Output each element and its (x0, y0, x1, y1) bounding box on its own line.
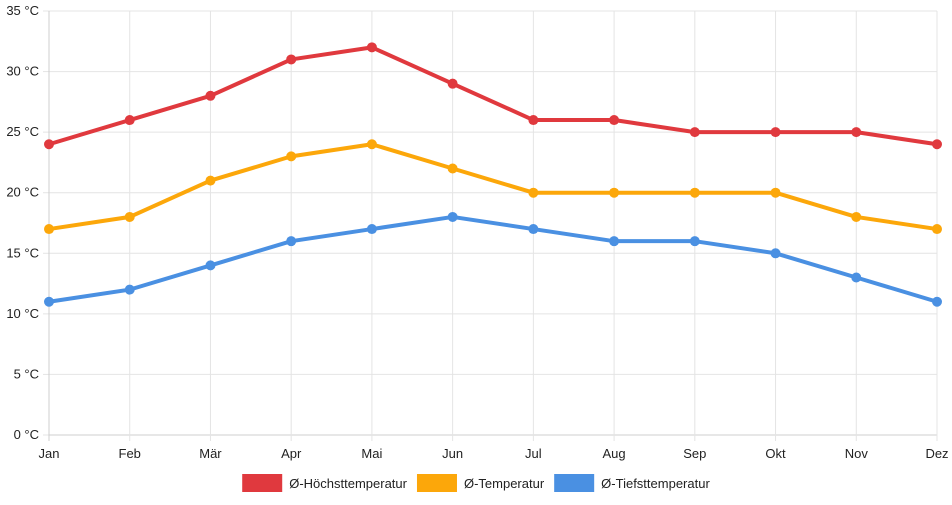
data-point[interactable] (44, 139, 54, 150)
data-point[interactable] (124, 211, 135, 222)
x-axis-tick-labels: Jan Feb Mär Apr Mai Jun Jul Aug Sep Okt Nov Dez (39, 446, 949, 461)
data-point[interactable] (528, 187, 539, 198)
y-tick-label: 30 °C (6, 64, 39, 79)
series-line (47, 45, 939, 147)
series-line (47, 142, 939, 232)
x-tick-label: Apr (281, 446, 302, 461)
x-tick-label: Mai (361, 446, 382, 461)
legend-label: Ø-Höchsttemperatur (289, 476, 407, 491)
y-tick-label: 15 °C (6, 245, 39, 260)
x-tick-label: Nov (845, 446, 869, 461)
data-point[interactable] (205, 175, 216, 186)
x-tick-label: Feb (119, 446, 141, 461)
legend-swatch (416, 474, 457, 492)
x-tick-label: Mär (199, 446, 222, 461)
data-point[interactable] (124, 284, 135, 295)
x-tick-label: Jan (39, 446, 60, 461)
x-tick-label: Dez (925, 446, 948, 461)
data-point[interactable] (205, 260, 216, 271)
y-tick-label: 10 °C (6, 306, 39, 321)
legend: Ø-Höchsttemperatur Ø-Temperatur Ø-Tiefstte… (242, 474, 710, 492)
series-line (47, 214, 939, 304)
legend-label: Ø-Temperatur (464, 476, 545, 491)
grid (43, 10, 938, 441)
data-point[interactable] (770, 127, 781, 138)
data-point[interactable] (851, 211, 862, 222)
series-1 (44, 42, 942, 150)
legend-swatch (242, 474, 283, 492)
data-point[interactable] (851, 272, 862, 283)
data-point[interactable] (44, 224, 54, 235)
data-point[interactable] (689, 187, 700, 198)
y-tick-label: 25 °C (6, 124, 39, 139)
x-tick-label: Sep (683, 446, 706, 461)
data-point[interactable] (447, 211, 458, 222)
y-tick-label: 35 °C (6, 3, 39, 18)
y-tick-label: 0 °C (14, 427, 39, 442)
data-point[interactable] (770, 248, 781, 259)
data-point[interactable] (366, 139, 377, 150)
data-point[interactable] (528, 115, 539, 126)
data-point[interactable] (609, 236, 620, 247)
data-point[interactable] (286, 236, 297, 247)
series-2 (44, 139, 942, 235)
y-tick-label: 20 °C (6, 185, 39, 200)
data-point[interactable] (932, 139, 942, 150)
x-tick-label: Okt (765, 446, 786, 461)
legend-item[interactable]: Ø-Temperatur (416, 474, 545, 492)
data-point[interactable] (689, 236, 700, 247)
legend-label: Ø-Tiefsttemperatur (601, 476, 710, 491)
data-point[interactable] (366, 224, 377, 235)
x-tick-label: Aug (603, 446, 626, 461)
data-point[interactable] (851, 127, 862, 138)
data-point[interactable] (932, 224, 942, 235)
data-point[interactable] (609, 115, 620, 126)
x-tick-label: Jun (442, 446, 463, 461)
y-axis-tick-labels: 0 °C 5 °C 10 °C 15 °C 20 °C 25 °C 30 °C 35 °C (6, 3, 39, 442)
legend-item[interactable]: Ø-Höchsttemperatur (242, 474, 408, 492)
data-point[interactable] (44, 296, 54, 307)
data-point[interactable] (689, 127, 700, 138)
series-lines (44, 42, 942, 307)
data-point[interactable] (366, 42, 377, 53)
legend-item[interactable]: Ø-Tiefsttemperatur (554, 474, 710, 492)
data-point[interactable] (286, 54, 297, 65)
y-tick-label: 5 °C (14, 366, 39, 381)
data-point[interactable] (528, 224, 539, 235)
data-point[interactable] (124, 115, 135, 126)
x-tick-label: Jul (525, 446, 542, 461)
series-3 (44, 211, 942, 307)
data-point[interactable] (447, 78, 458, 89)
data-point[interactable] (932, 296, 942, 307)
data-point[interactable] (770, 187, 781, 198)
legend-swatch (554, 474, 595, 492)
data-point[interactable] (286, 151, 297, 162)
data-point[interactable] (205, 90, 216, 101)
data-point[interactable] (609, 187, 620, 198)
data-point[interactable] (447, 163, 458, 174)
